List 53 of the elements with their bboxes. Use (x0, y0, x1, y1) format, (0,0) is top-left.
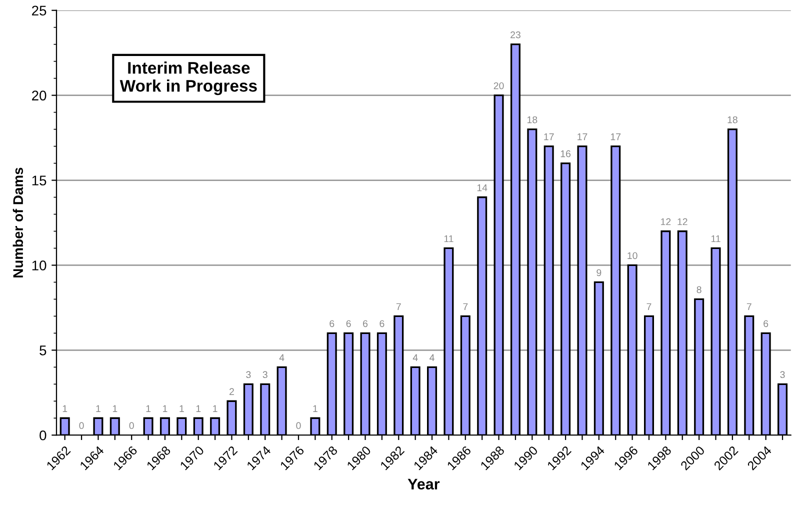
data-label: 1 (62, 405, 68, 412)
data-label: 1 (96, 405, 100, 412)
data-label: 7 (646, 303, 652, 310)
data-label: 18 (728, 116, 738, 124)
data-label: 9 (596, 269, 602, 276)
data-label: 11 (444, 235, 454, 242)
data-label: 1 (163, 405, 168, 412)
data-label: 2 (230, 388, 234, 395)
data-label: 7 (396, 303, 401, 310)
data-label: 7 (746, 303, 752, 310)
data-label: 1 (196, 405, 201, 412)
data-label: 1 (146, 405, 151, 412)
data-label: 8 (696, 286, 702, 294)
data-label: 3 (246, 371, 251, 378)
y-tick-label: 15 (32, 176, 46, 186)
data-label: 3 (262, 371, 268, 378)
data-label: 4 (279, 354, 284, 361)
data-label: 17 (610, 133, 621, 140)
data-label: 18 (527, 116, 538, 124)
data-label: 4 (430, 354, 434, 361)
y-tick-label: 5 (40, 346, 46, 356)
y-axis-title: Number of Dams (12, 168, 24, 278)
data-label: 1 (112, 405, 118, 412)
y-tick-label: 25 (32, 6, 46, 16)
data-label: 6 (346, 320, 351, 328)
data-label: 6 (363, 320, 368, 328)
data-label: 6 (764, 320, 768, 328)
data-label: 1 (213, 405, 218, 412)
data-label: 17 (544, 133, 554, 140)
x-axis-title: Year (408, 478, 440, 490)
data-label: 12 (661, 218, 671, 226)
data-label: 6 (330, 320, 334, 328)
data-label: 6 (380, 320, 384, 328)
data-label: 0 (296, 422, 301, 430)
data-label: 11 (711, 235, 720, 242)
data-label: 23 (510, 31, 520, 38)
data-label: 1 (313, 405, 318, 412)
data-label: 12 (678, 218, 688, 226)
data-label: 7 (463, 303, 468, 310)
y-tick-label: 20 (32, 90, 46, 100)
y-tick-label: 0 (40, 430, 46, 440)
data-label: 0 (129, 422, 134, 430)
y-tick-label: 10 (32, 260, 46, 270)
data-label: 0 (79, 422, 84, 430)
data-label: 16 (560, 150, 571, 158)
annotation: Interim Release Work in Progress (120, 62, 257, 96)
data-label: 10 (628, 252, 638, 260)
data-label: 20 (494, 82, 504, 90)
data-label: 14 (477, 184, 488, 192)
data-label: 4 (412, 354, 418, 361)
data-label: 1 (180, 405, 184, 412)
data-label: 17 (578, 133, 588, 140)
data-label: 3 (780, 371, 785, 378)
